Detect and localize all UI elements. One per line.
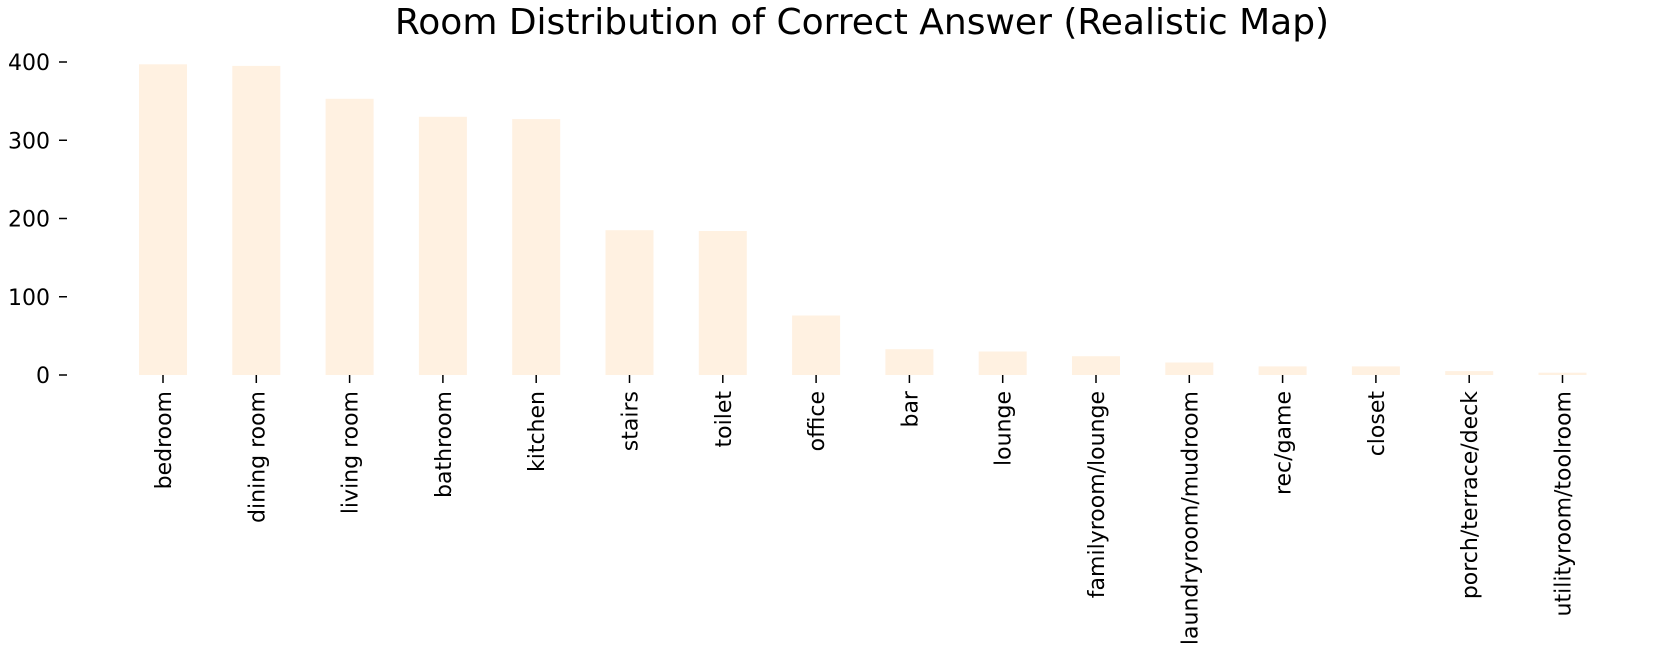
- bar-bathroom: [418, 116, 467, 376]
- bar-closet: [1351, 366, 1400, 375]
- x-tick-label-office: office: [805, 391, 830, 451]
- x-tick-label-stairs: stairs: [619, 391, 644, 451]
- x-tick-label-dining-room: dining room: [245, 391, 270, 523]
- x-tick-label-rec-game: rec/game: [1272, 391, 1297, 495]
- bar-rec-game: [1258, 366, 1307, 375]
- bars-group: [139, 64, 1587, 376]
- x-tick-label-utilityroom-toolroom: utilityroom/toolroom: [1552, 391, 1577, 616]
- x-tick-label-porch-terrace-deck: porch/terrace/deck: [1458, 391, 1483, 599]
- y-tick-label-200: 200: [8, 208, 50, 233]
- bar-office: [792, 315, 841, 375]
- bar-living-room: [325, 98, 374, 376]
- bar-toilet: [698, 231, 747, 375]
- x-tick-label-lounge: lounge: [992, 391, 1017, 466]
- bar-lounge: [978, 351, 1027, 375]
- y-tick-label-400: 400: [8, 51, 50, 76]
- bar-porch-terrace-deck: [1445, 371, 1494, 375]
- x-tick-label-bar: bar: [898, 390, 923, 427]
- bar-bedroom: [139, 64, 187, 376]
- bar-kitchen: [512, 119, 561, 375]
- bar-utilityroom-toolroom: [1538, 372, 1587, 375]
- bar-bar: [885, 349, 934, 375]
- x-tick-label-toilet: toilet: [712, 391, 737, 448]
- bar-familyroom-lounge: [1072, 356, 1120, 375]
- bar-laundryroom-mudroom: [1165, 362, 1214, 375]
- x-tick-label-familyroom-lounge: familyroom/lounge: [1085, 391, 1110, 598]
- y-tick-label-300: 300: [8, 129, 50, 154]
- x-tick-label-kitchen: kitchen: [525, 391, 550, 472]
- y-axis: 0 100 200 300 400: [8, 51, 67, 389]
- x-tick-label-laundryroom-mudroom: laundryroom/mudroom: [1178, 391, 1203, 645]
- bar-dining-room: [232, 65, 281, 376]
- y-tick-label-0: 0: [36, 364, 50, 389]
- chart-title: Room Distribution of Correct Answer (Rea…: [395, 2, 1329, 43]
- x-tick-label-bedroom: bedroom: [152, 391, 177, 489]
- bar-stairs: [605, 230, 654, 375]
- x-axis: bedroom dining room living room bathroom kit…: [152, 375, 1577, 645]
- x-tick-label-closet: closet: [1365, 391, 1390, 457]
- x-tick-label-living-room: living room: [339, 391, 364, 514]
- y-tick-label-100: 100: [8, 286, 50, 311]
- x-tick-label-bathroom: bathroom: [432, 391, 457, 498]
